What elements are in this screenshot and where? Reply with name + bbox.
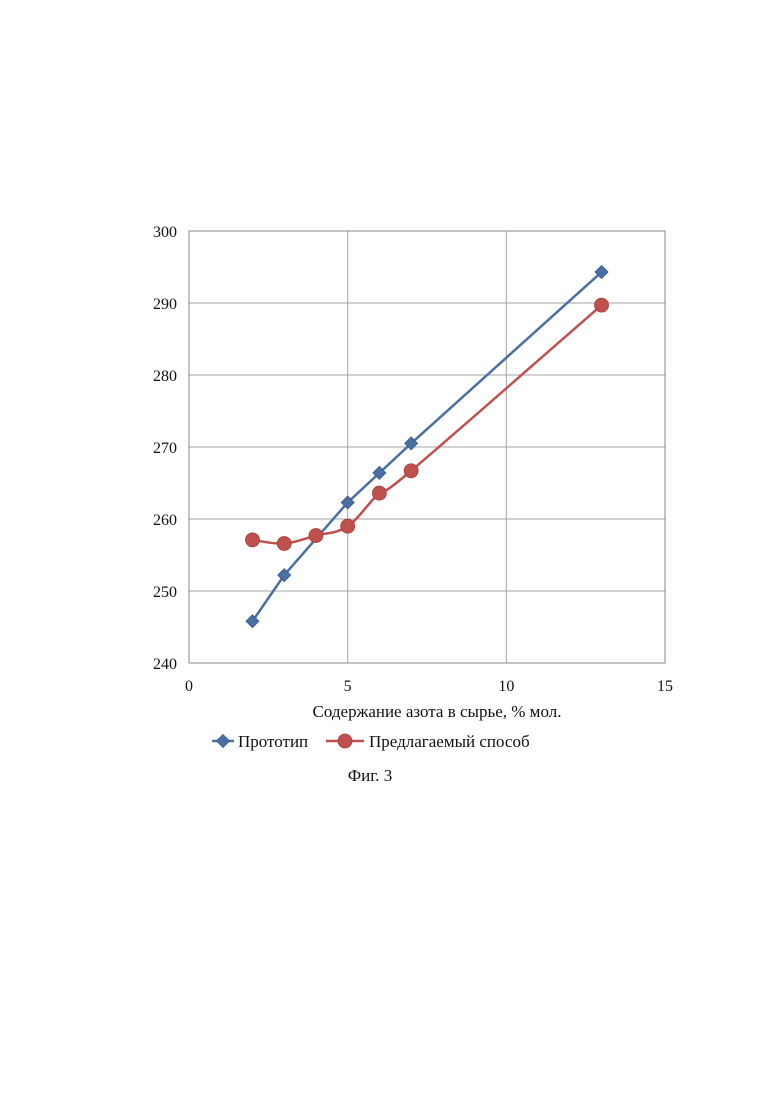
figure-caption: Фиг. 3 [348, 766, 393, 785]
y-tick-label: 250 [153, 584, 177, 601]
data-point [277, 536, 291, 550]
legend-label: Предлагаемый способ [369, 732, 530, 751]
x-tick-label: 0 [185, 678, 193, 695]
legend-marker [338, 734, 352, 748]
series-line [252, 305, 601, 543]
x-tick-label: 5 [344, 678, 352, 695]
data-point [404, 464, 418, 478]
series-2 [245, 298, 608, 550]
legend-label: Прототип [238, 732, 308, 751]
legend-marker [217, 735, 230, 748]
data-point [341, 519, 355, 533]
y-tick-label: 290 [153, 296, 177, 313]
legend-item: Предлагаемый способ [326, 732, 530, 751]
data-point [245, 533, 259, 547]
data-point [595, 298, 609, 312]
tick-labels: 240 250 260 270 280 290 300 0 5 10 15 [153, 224, 673, 695]
x-axis-title: Содержание азота в сырье, % мол. [313, 702, 562, 721]
data-point [372, 486, 386, 500]
data-point [309, 529, 323, 543]
legend-item: Прототип [212, 732, 308, 751]
y-tick-label: 270 [153, 440, 177, 457]
legend: Прототип Предлагаемый способ [212, 732, 530, 751]
x-tick-label: 15 [657, 678, 673, 695]
y-tick-label: 280 [153, 368, 177, 385]
y-tick-label: 240 [153, 656, 177, 673]
y-tick-label: 300 [153, 224, 177, 241]
x-tick-label: 10 [498, 678, 514, 695]
grid-lines [189, 231, 665, 663]
y-tick-label: 260 [153, 512, 177, 529]
